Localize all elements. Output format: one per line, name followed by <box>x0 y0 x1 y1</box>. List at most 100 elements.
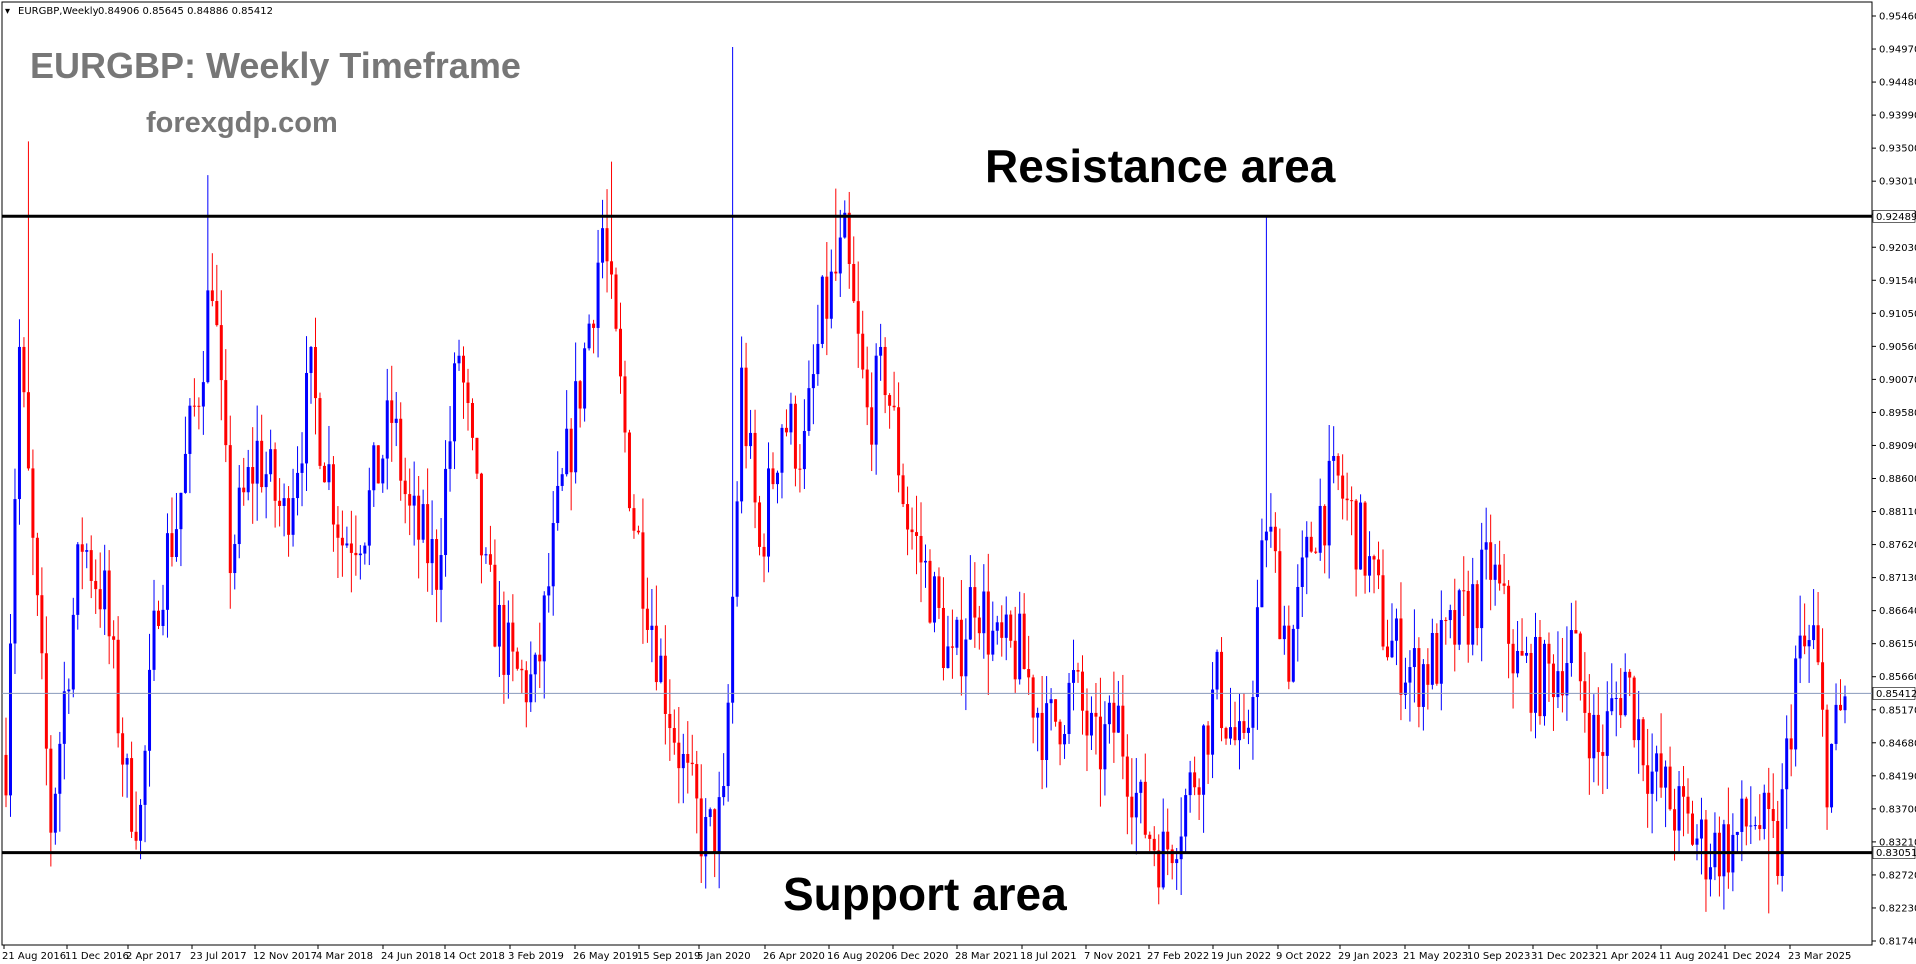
candle-body <box>1139 781 1143 793</box>
candle-body <box>1193 772 1197 788</box>
candle-body <box>1206 725 1210 755</box>
candle-body <box>852 263 856 302</box>
candle-body <box>291 498 295 535</box>
candle-body <box>1498 564 1502 584</box>
candle-body <box>22 346 26 393</box>
candle-body <box>1350 500 1354 502</box>
candle-body <box>995 622 999 631</box>
candle-body <box>587 323 591 349</box>
candle-body <box>1780 789 1784 876</box>
candle-body <box>1534 636 1538 713</box>
candle-body <box>560 474 564 486</box>
candle-body <box>116 639 120 734</box>
candle-body <box>1381 575 1385 647</box>
candle-body <box>130 758 134 832</box>
candle-body <box>439 555 443 590</box>
candle-body <box>1843 696 1847 711</box>
candle-body <box>731 596 735 703</box>
candle-body <box>417 495 421 540</box>
candle-body <box>937 576 941 608</box>
x-tick-label: 12 Nov 2017 <box>253 951 317 962</box>
candle-body <box>219 325 223 381</box>
candle-body <box>605 228 609 262</box>
candle-body <box>767 468 771 557</box>
candle-body <box>820 276 824 344</box>
candle-body <box>686 753 690 763</box>
candle-body <box>1641 719 1645 766</box>
candle-body <box>58 743 62 794</box>
candle-body <box>197 405 201 407</box>
candle-body <box>179 492 183 530</box>
candle-body <box>1619 698 1623 716</box>
candle-body <box>1596 714 1600 753</box>
candle-body <box>1359 502 1363 570</box>
candle-body <box>412 495 416 506</box>
candle-body <box>233 544 237 574</box>
candle-body <box>1049 699 1053 704</box>
candle-body <box>376 445 380 484</box>
candle-body <box>1744 798 1748 827</box>
candle-body <box>260 440 264 488</box>
candle-body <box>215 301 219 326</box>
candle-body <box>529 674 533 703</box>
candle-body <box>1807 640 1811 647</box>
candle-body <box>502 604 506 675</box>
candle-body <box>758 502 762 547</box>
candle-body <box>1444 620 1448 622</box>
candle-body <box>201 382 205 407</box>
candle-body <box>578 381 582 409</box>
candle-body <box>668 713 672 729</box>
candle-body <box>1327 460 1331 546</box>
candle-body <box>62 691 66 744</box>
candle-body <box>1525 652 1529 656</box>
candle-body <box>659 655 663 683</box>
candle-body <box>547 586 551 596</box>
candle-body <box>1668 766 1672 810</box>
candle-body <box>1336 455 1340 476</box>
candle-body <box>1282 625 1286 640</box>
candle-body <box>1695 838 1699 845</box>
resistance-label: Resistance area <box>985 140 1336 192</box>
x-tick-label: 21 Aug 2016 <box>2 951 66 962</box>
candle-body <box>1242 721 1246 733</box>
x-tick-label: 4 Mar 2018 <box>316 951 373 962</box>
candle-body <box>1220 651 1224 729</box>
candle-body <box>726 702 730 787</box>
x-tick-label: 11 Aug 2024 <box>1659 951 1723 962</box>
candle-body <box>1565 663 1569 696</box>
candle-body <box>94 580 98 590</box>
candle-body <box>802 430 806 470</box>
candle-body <box>1453 610 1457 645</box>
candle-body <box>1152 838 1156 851</box>
x-tick-label: 28 Mar 2021 <box>955 951 1018 962</box>
candle-body <box>466 382 470 404</box>
candle-body <box>695 764 699 799</box>
candle-body <box>1650 771 1654 794</box>
y-tick-label: 0.81740 <box>1879 937 1916 948</box>
candle-body <box>699 798 703 857</box>
x-tick-label: 6 Dec 2020 <box>891 951 949 962</box>
candle-body <box>1323 505 1327 546</box>
candle-body <box>1704 819 1708 880</box>
candle-body <box>251 467 255 484</box>
candle-body <box>641 532 645 609</box>
candle-body <box>892 405 896 408</box>
candle-body <box>1394 618 1398 641</box>
candle-body <box>829 271 833 319</box>
candle-body <box>13 499 17 644</box>
candle-body <box>955 619 959 648</box>
candle-body <box>372 445 376 491</box>
candle-body <box>448 441 452 469</box>
candle-body <box>928 560 932 623</box>
candle-body <box>636 530 640 533</box>
candle-body <box>1726 824 1730 873</box>
candle-body <box>1229 727 1233 739</box>
chart-ohlc: 0.84906 0.85645 0.84886 0.85412 <box>98 6 273 17</box>
candle-body <box>1466 590 1470 645</box>
candle-body <box>1529 652 1533 713</box>
candle-body <box>287 498 291 535</box>
candle-body <box>1332 455 1336 461</box>
